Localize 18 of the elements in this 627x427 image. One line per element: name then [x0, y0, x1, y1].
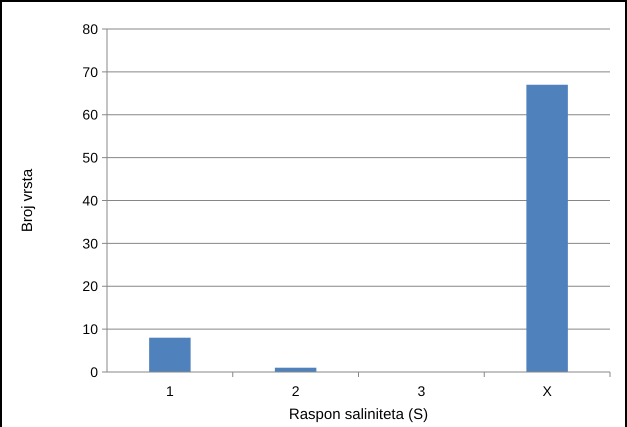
y-tick-label: 40: [82, 192, 98, 208]
y-tick-label: 70: [82, 64, 98, 80]
y-tick-label: 20: [82, 278, 98, 294]
bar: [526, 84, 568, 372]
y-axis-title: Broj vrsta: [19, 168, 36, 232]
x-tick-label: 1: [166, 383, 174, 399]
x-tick-label: 2: [292, 383, 300, 399]
x-axis-title: Raspon saliniteta (S): [288, 406, 428, 423]
bar: [274, 368, 316, 372]
y-tick-label: 50: [82, 150, 98, 166]
y-tick-label: 30: [82, 235, 98, 252]
y-tick-label: 10: [82, 321, 98, 338]
x-tick-label: X: [542, 383, 552, 399]
y-tick-label: 60: [82, 106, 98, 123]
y-tick-label: 80: [82, 20, 98, 37]
bar: [149, 338, 191, 372]
x-tick-label: 3: [417, 383, 426, 399]
y-tick-label: 0: [90, 364, 98, 380]
